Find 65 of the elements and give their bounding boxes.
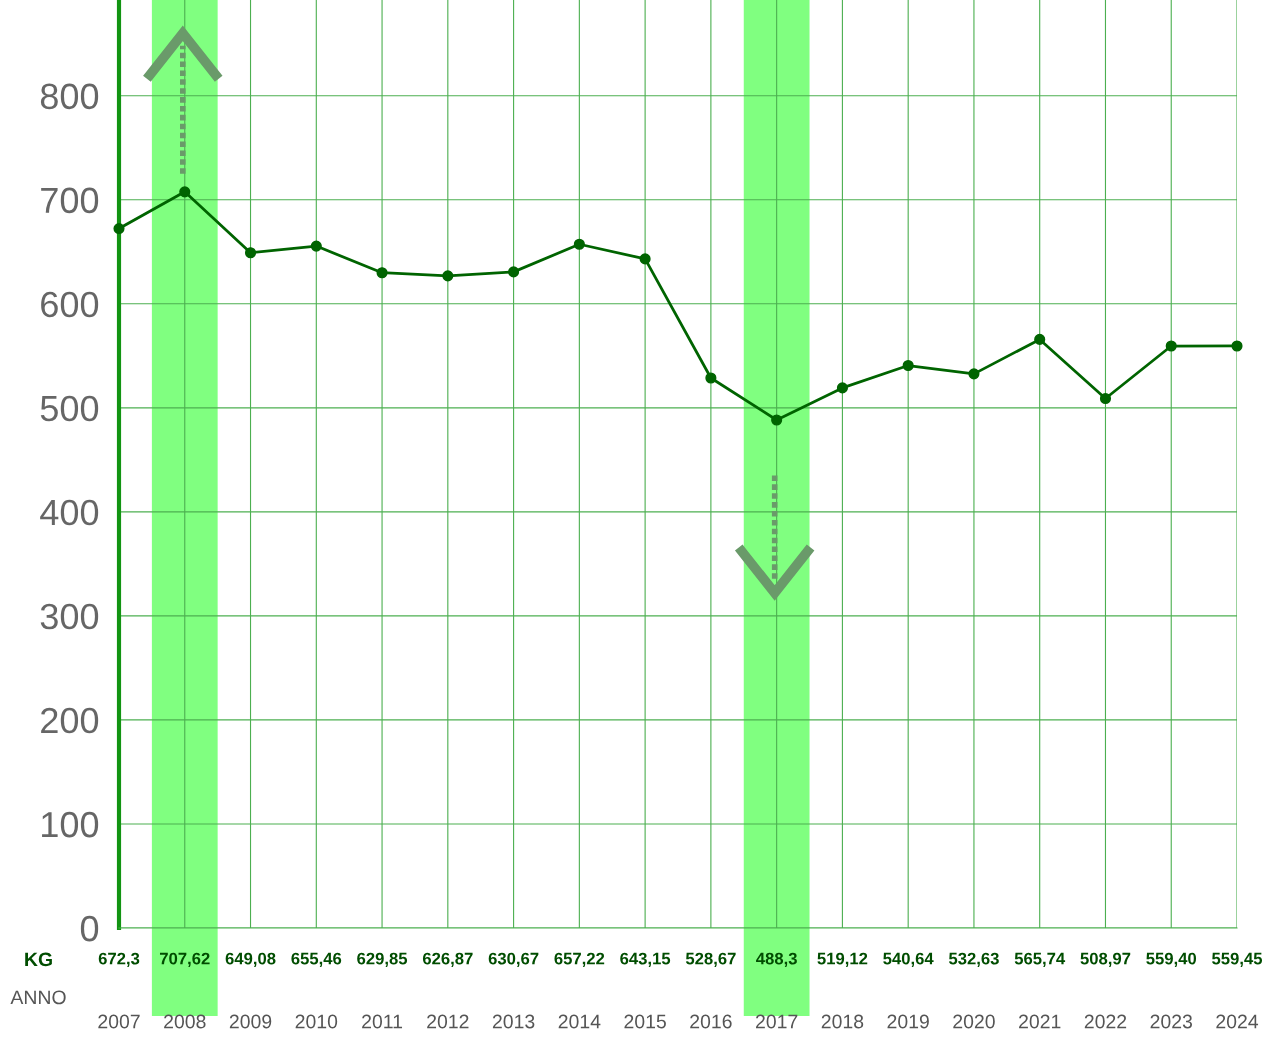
x-tick-label: 2014 — [558, 1014, 601, 1029]
data-label: 559,45 — [1212, 952, 1263, 967]
x-tick-label: 2022 — [1084, 1014, 1127, 1029]
point — [179, 186, 191, 198]
point — [573, 238, 585, 250]
y-tick-label: 500 — [40, 395, 99, 422]
point — [902, 359, 914, 372]
x-tick-label: 2012 — [427, 1014, 469, 1029]
data-label: 565,74 — [1014, 952, 1066, 967]
x-tick-label: 2016 — [690, 1014, 732, 1029]
y-tick-label: 700 — [41, 187, 99, 214]
y-tick-label: 300 — [40, 603, 99, 630]
text: ANNO — [10, 990, 66, 1005]
data-label: 540,64 — [883, 952, 934, 967]
point — [1231, 340, 1243, 352]
data-label: 519,12 — [817, 952, 868, 967]
point — [113, 223, 125, 235]
x-tick-label: 2020 — [953, 1014, 995, 1029]
x-tick-label: 2015 — [624, 1014, 666, 1029]
data-label: 559,40 — [1146, 952, 1197, 967]
x-tick-label: 2008 — [164, 1014, 206, 1029]
point — [376, 267, 388, 279]
point — [310, 240, 322, 252]
x-tick-label: 2021 — [1019, 1014, 1061, 1029]
point — [705, 372, 717, 384]
data-label: 655,46 — [291, 952, 342, 967]
x-tick-label: 2024 — [1216, 1014, 1259, 1029]
point — [639, 253, 651, 265]
data-label: 649,08 — [225, 952, 276, 967]
data-label: 488,3 — [756, 952, 797, 967]
x-tick-label: 2023 — [1150, 1014, 1193, 1029]
data-label: 643,15 — [620, 952, 671, 967]
data-label: 508,97 — [1080, 952, 1131, 967]
point — [508, 266, 520, 278]
point — [244, 247, 257, 259]
y-tick-label: 400 — [40, 499, 99, 526]
data-label: 626,87 — [422, 952, 473, 967]
data-label: 707,62 — [160, 952, 210, 967]
x-tick-label: 2017 — [756, 1014, 798, 1029]
y-tick-label: 100 — [42, 811, 99, 838]
point — [442, 270, 454, 282]
point — [836, 382, 848, 394]
data-label: 629,85 — [357, 952, 408, 967]
point — [1034, 333, 1046, 345]
x-tick-label: 2011 — [362, 1014, 403, 1029]
data-label: 528,67 — [685, 952, 736, 967]
y-tick-label: 800 — [40, 83, 99, 110]
data-label: 657,22 — [554, 952, 605, 967]
point — [1165, 340, 1177, 352]
point — [771, 414, 783, 426]
x-tick-label: 2013 — [492, 1014, 535, 1029]
x-tick-label: 2018 — [821, 1014, 864, 1029]
point — [1099, 392, 1112, 405]
x-tick-label: 2019 — [887, 1014, 929, 1029]
x-tick-label: 2010 — [295, 1014, 338, 1029]
data-label: 630,67 — [488, 952, 539, 967]
x-tick-label: 2009 — [229, 1014, 272, 1029]
data-label: 672,3 — [98, 952, 140, 967]
point — [968, 368, 980, 380]
y-tick-label: 600 — [41, 291, 99, 318]
text: KG — [25, 952, 52, 967]
x-tick-label: 2007 — [98, 1014, 140, 1029]
y-tick-label: 0 — [80, 915, 99, 942]
y-tick-label: 200 — [41, 707, 99, 734]
data-label: 532,63 — [948, 952, 999, 967]
